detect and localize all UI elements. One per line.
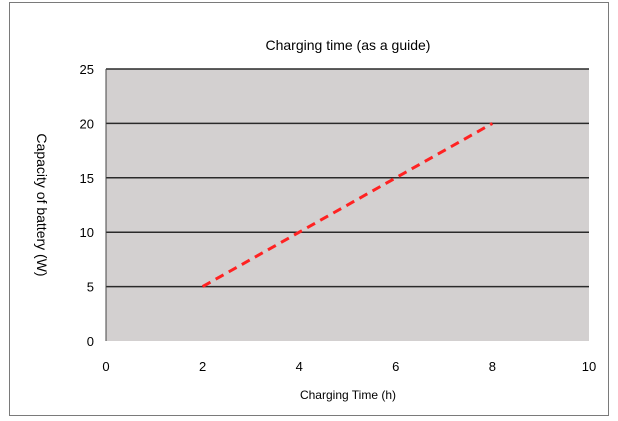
x-tick-label-0: 0 (102, 359, 109, 374)
x-tick-label-10: 10 (582, 359, 596, 374)
y-tick-label-25: 25 (80, 62, 94, 77)
x-tick-label-8: 8 (489, 359, 496, 374)
y-tick-label-20: 20 (80, 116, 94, 131)
series-line-0 (201, 122, 494, 288)
x-tick-labels: 0 2 4 6 8 10 (102, 359, 596, 374)
x-tick-label-6: 6 (392, 359, 399, 374)
grid-lines (106, 68, 589, 288)
y-tick-labels: 0 5 10 15 20 25 (80, 62, 94, 349)
y-axis-label: Capacity of battery (W) (34, 133, 50, 276)
y-tick-label-5: 5 (87, 280, 94, 295)
y-tick-label-0: 0 (87, 334, 94, 349)
x-tick-label-2: 2 (199, 359, 206, 374)
x-axis-label: Charging Time (h) (300, 388, 396, 402)
y-tick-label-10: 10 (80, 225, 94, 240)
chart-title: Charging time (as a guide) (266, 37, 431, 53)
series-layer (201, 122, 494, 288)
y-tick-label-15: 15 (80, 171, 94, 186)
chart-frame: 0 5 10 15 20 25 0 2 4 6 8 10 Charging time (as a g… (9, 2, 609, 416)
x-tick-label-4: 4 (296, 359, 303, 374)
chart-svg: 0 5 10 15 20 25 0 2 4 6 8 10 Charging time (as a g… (34, 37, 596, 402)
